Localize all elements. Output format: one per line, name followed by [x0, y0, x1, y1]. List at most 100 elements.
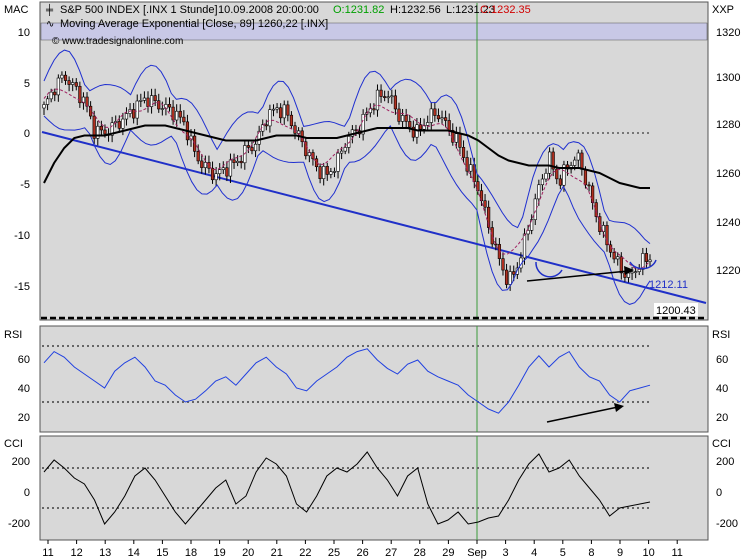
- candle-body: [616, 256, 620, 260]
- cci-title: CCI: [4, 438, 23, 450]
- rsi-right-tick: 60: [716, 354, 728, 366]
- rsi-title: RSI: [4, 329, 22, 341]
- x-axis: 11 12 13 14 15 18 19 20 21 22 25 26 27 28 29 Sep 3 4 5 8 9 10…: [42, 540, 683, 559]
- price-band: [40, 22, 708, 41]
- candle-body: [207, 162, 211, 169]
- candle-body: [608, 244, 613, 253]
- candle-body: [132, 109, 136, 119]
- candle-body: [325, 166, 329, 175]
- candle-body: [576, 152, 580, 161]
- divergence-arrow-price: [526, 266, 634, 282]
- bottom-marker-1: [535, 261, 563, 278]
- left-tick: 5: [24, 78, 30, 90]
- candle-body: [89, 105, 93, 117]
- candle-body: [282, 104, 286, 119]
- candle-body: [386, 96, 390, 99]
- candle-body: [225, 167, 229, 177]
- close-value: C:1232.35: [480, 4, 531, 16]
- candle-body: [304, 141, 308, 157]
- rsi-left-tick: 60: [18, 354, 30, 366]
- legend-candle-icon: ╪: [45, 3, 54, 17]
- candle-body: [53, 91, 57, 96]
- candle-body: [440, 117, 444, 120]
- x-tick-label: 5: [560, 547, 566, 559]
- candle-body: [494, 243, 498, 246]
- trendline-label: 1212.11: [649, 279, 688, 291]
- candle-body: [522, 233, 527, 259]
- candle-body: [279, 107, 283, 119]
- candle-body: [63, 74, 68, 81]
- cci-right-tick: 200: [716, 456, 734, 468]
- rsi-right-tick: 40: [716, 383, 728, 395]
- candle-body: [160, 108, 164, 110]
- candle-body: [135, 100, 139, 119]
- candle-body: [587, 184, 591, 187]
- candle-body: [336, 152, 340, 172]
- candle-body: [644, 253, 649, 262]
- candle-body: [96, 125, 100, 139]
- right-axis-title: XXP: [712, 4, 734, 16]
- candle-body: [99, 125, 103, 131]
- candle-body: [562, 164, 566, 186]
- bollinger-lower: [43, 115, 651, 305]
- candle-body: [400, 115, 405, 122]
- candle-body: [565, 164, 570, 170]
- x-tick-label: 19: [213, 547, 225, 559]
- candle-body: [501, 258, 505, 271]
- cci-left-tick: 200: [12, 456, 30, 468]
- candle-body: [268, 109, 272, 127]
- candle-body: [379, 89, 383, 97]
- candle-body: [530, 219, 534, 231]
- candle-body: [429, 108, 433, 123]
- candle-body: [157, 100, 161, 110]
- candle-body: [210, 167, 215, 181]
- candle-body: [540, 178, 545, 186]
- candle-body: [275, 107, 279, 110]
- candle-body: [178, 110, 182, 118]
- cci-line: [43, 451, 651, 525]
- candle-body: [469, 164, 473, 172]
- candle-body: [383, 96, 387, 98]
- left-tick: -15: [14, 281, 30, 293]
- high-value: H:1232.56: [390, 4, 441, 16]
- candle-body: [175, 110, 179, 121]
- candle-body: [465, 157, 469, 172]
- instrument-datetime: 10.09.2008 20:00:00: [218, 4, 319, 16]
- right-tick: 1240: [716, 217, 740, 229]
- low-value: L:1231.23: [446, 4, 495, 16]
- candle-body: [433, 108, 437, 116]
- x-tick-label: 28: [414, 547, 426, 559]
- right-tick: 1260: [716, 168, 740, 180]
- open-value: O:1231.82: [333, 4, 384, 16]
- candle-body: [203, 162, 207, 168]
- candle-body: [648, 259, 652, 262]
- candle-body: [329, 171, 333, 175]
- support-label: 1200.43: [656, 305, 696, 317]
- candle-body: [146, 97, 150, 107]
- candle-body: [634, 271, 638, 273]
- bollinger-upper: [43, 49, 651, 244]
- candle-body: [598, 216, 602, 232]
- candle-body: [232, 159, 236, 163]
- bottom-marker-2: [629, 259, 657, 270]
- candle-body: [228, 159, 233, 177]
- candle-body: [56, 77, 60, 96]
- candle-body: [375, 89, 380, 111]
- candle-body: [354, 129, 358, 132]
- candle-body: [236, 160, 240, 163]
- candle-body: [444, 117, 448, 121]
- candle-body: [490, 227, 494, 245]
- candle-body: [221, 167, 225, 170]
- candle-body: [454, 133, 458, 143]
- candle-body: [264, 124, 268, 127]
- candle-body: [189, 135, 193, 141]
- candle-body: [458, 133, 462, 148]
- candle-body: [504, 269, 509, 285]
- candle-body: [619, 256, 623, 274]
- left-axis: 10 5 0 -5 -10 -15: [14, 27, 30, 293]
- candle-body: [630, 271, 634, 274]
- x-tick-label: 11: [671, 547, 682, 559]
- candle-body: [404, 115, 408, 122]
- candle-body: [182, 116, 186, 123]
